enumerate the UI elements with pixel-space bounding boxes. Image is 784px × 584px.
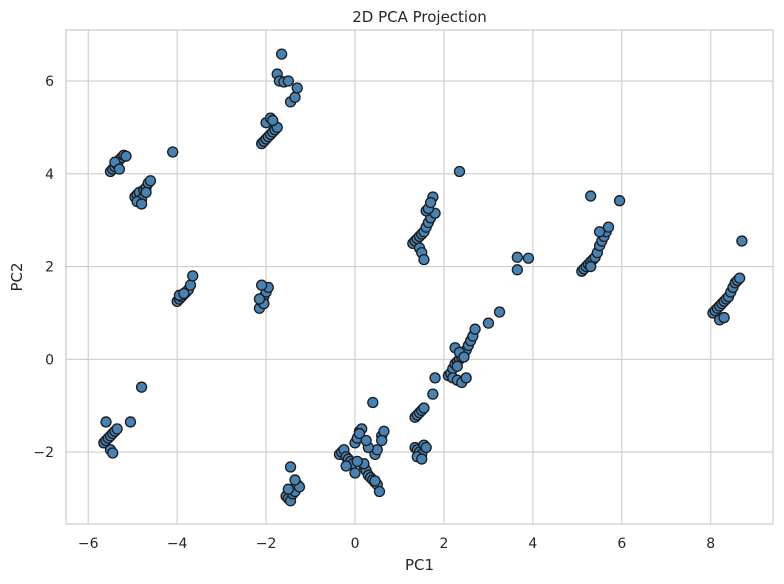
data-point [144, 175, 157, 187]
data-point [418, 253, 430, 266]
data-point [107, 447, 119, 459]
data-point [511, 264, 523, 276]
data-point [429, 372, 441, 384]
data-point [376, 434, 388, 447]
data-point [458, 351, 470, 363]
data-point [289, 91, 301, 103]
data-point [493, 306, 506, 318]
x-tick-label: 8 [706, 536, 715, 552]
x-tick-label: 0 [351, 536, 360, 552]
y-axis-label: PC2 [8, 262, 26, 291]
data-point [135, 198, 148, 210]
data-point [482, 317, 495, 329]
data-point [351, 455, 363, 468]
data-point [736, 235, 748, 247]
data-point [418, 402, 430, 414]
data-point [593, 226, 606, 238]
data-point [511, 251, 523, 263]
x-tick-label: 2 [439, 536, 448, 552]
data-point [184, 279, 197, 291]
y-tick-label: 4 [45, 167, 54, 183]
data-point [340, 460, 352, 472]
x-tick-label: 6 [617, 536, 626, 552]
data-point [585, 260, 597, 273]
data-point [451, 360, 463, 372]
data-point [124, 416, 137, 428]
data-point [460, 372, 472, 384]
x-tick-label: 4 [528, 536, 537, 552]
data-point [284, 461, 297, 473]
data-point [353, 427, 366, 440]
y-tick-label: 0 [45, 352, 54, 368]
data-point [585, 190, 597, 202]
data-point [420, 441, 432, 454]
data-point [469, 323, 481, 335]
data-point [289, 474, 301, 486]
x-axis-label: PC1 [405, 556, 434, 574]
y-tick-label: −2 [33, 445, 54, 461]
data-point [373, 485, 386, 498]
data-point [291, 82, 303, 94]
data-point [276, 48, 288, 60]
data-point [282, 483, 294, 495]
data-point [453, 165, 466, 178]
data-point [734, 272, 746, 284]
data-point [367, 396, 379, 409]
data-point [427, 388, 439, 400]
data-point [167, 146, 179, 158]
data-point [360, 434, 372, 447]
data-point [349, 467, 361, 479]
data-point [120, 150, 132, 162]
data-point [718, 311, 730, 324]
data-point [416, 453, 428, 465]
data-point [100, 416, 112, 428]
data-point [369, 475, 381, 487]
data-point [187, 270, 199, 282]
data-point [282, 75, 294, 87]
x-tick-label: −6 [78, 536, 99, 552]
data-point [140, 186, 152, 198]
data-point [113, 163, 126, 175]
x-tick-label: −2 [256, 536, 277, 552]
x-tick-label: −4 [167, 536, 188, 552]
data-point [522, 252, 535, 264]
data-points [98, 48, 748, 507]
y-tick-label: 2 [45, 260, 54, 276]
data-point [253, 293, 266, 305]
data-point [378, 425, 390, 437]
y-tick-labels: −2 0 2 4 6 [33, 74, 54, 461]
data-point [613, 195, 626, 207]
data-point [178, 287, 190, 300]
data-point [424, 196, 437, 209]
data-point [267, 114, 279, 127]
y-tick-label: 6 [45, 74, 54, 90]
data-point [111, 423, 123, 435]
data-point [602, 221, 615, 233]
data-point [135, 381, 148, 393]
chart-title: 2D PCA Projection [352, 8, 487, 26]
plot-frame [65, 29, 774, 525]
x-tick-labels: −6 −4 −2 0 2 4 6 8 [78, 536, 715, 552]
data-point [255, 279, 268, 291]
